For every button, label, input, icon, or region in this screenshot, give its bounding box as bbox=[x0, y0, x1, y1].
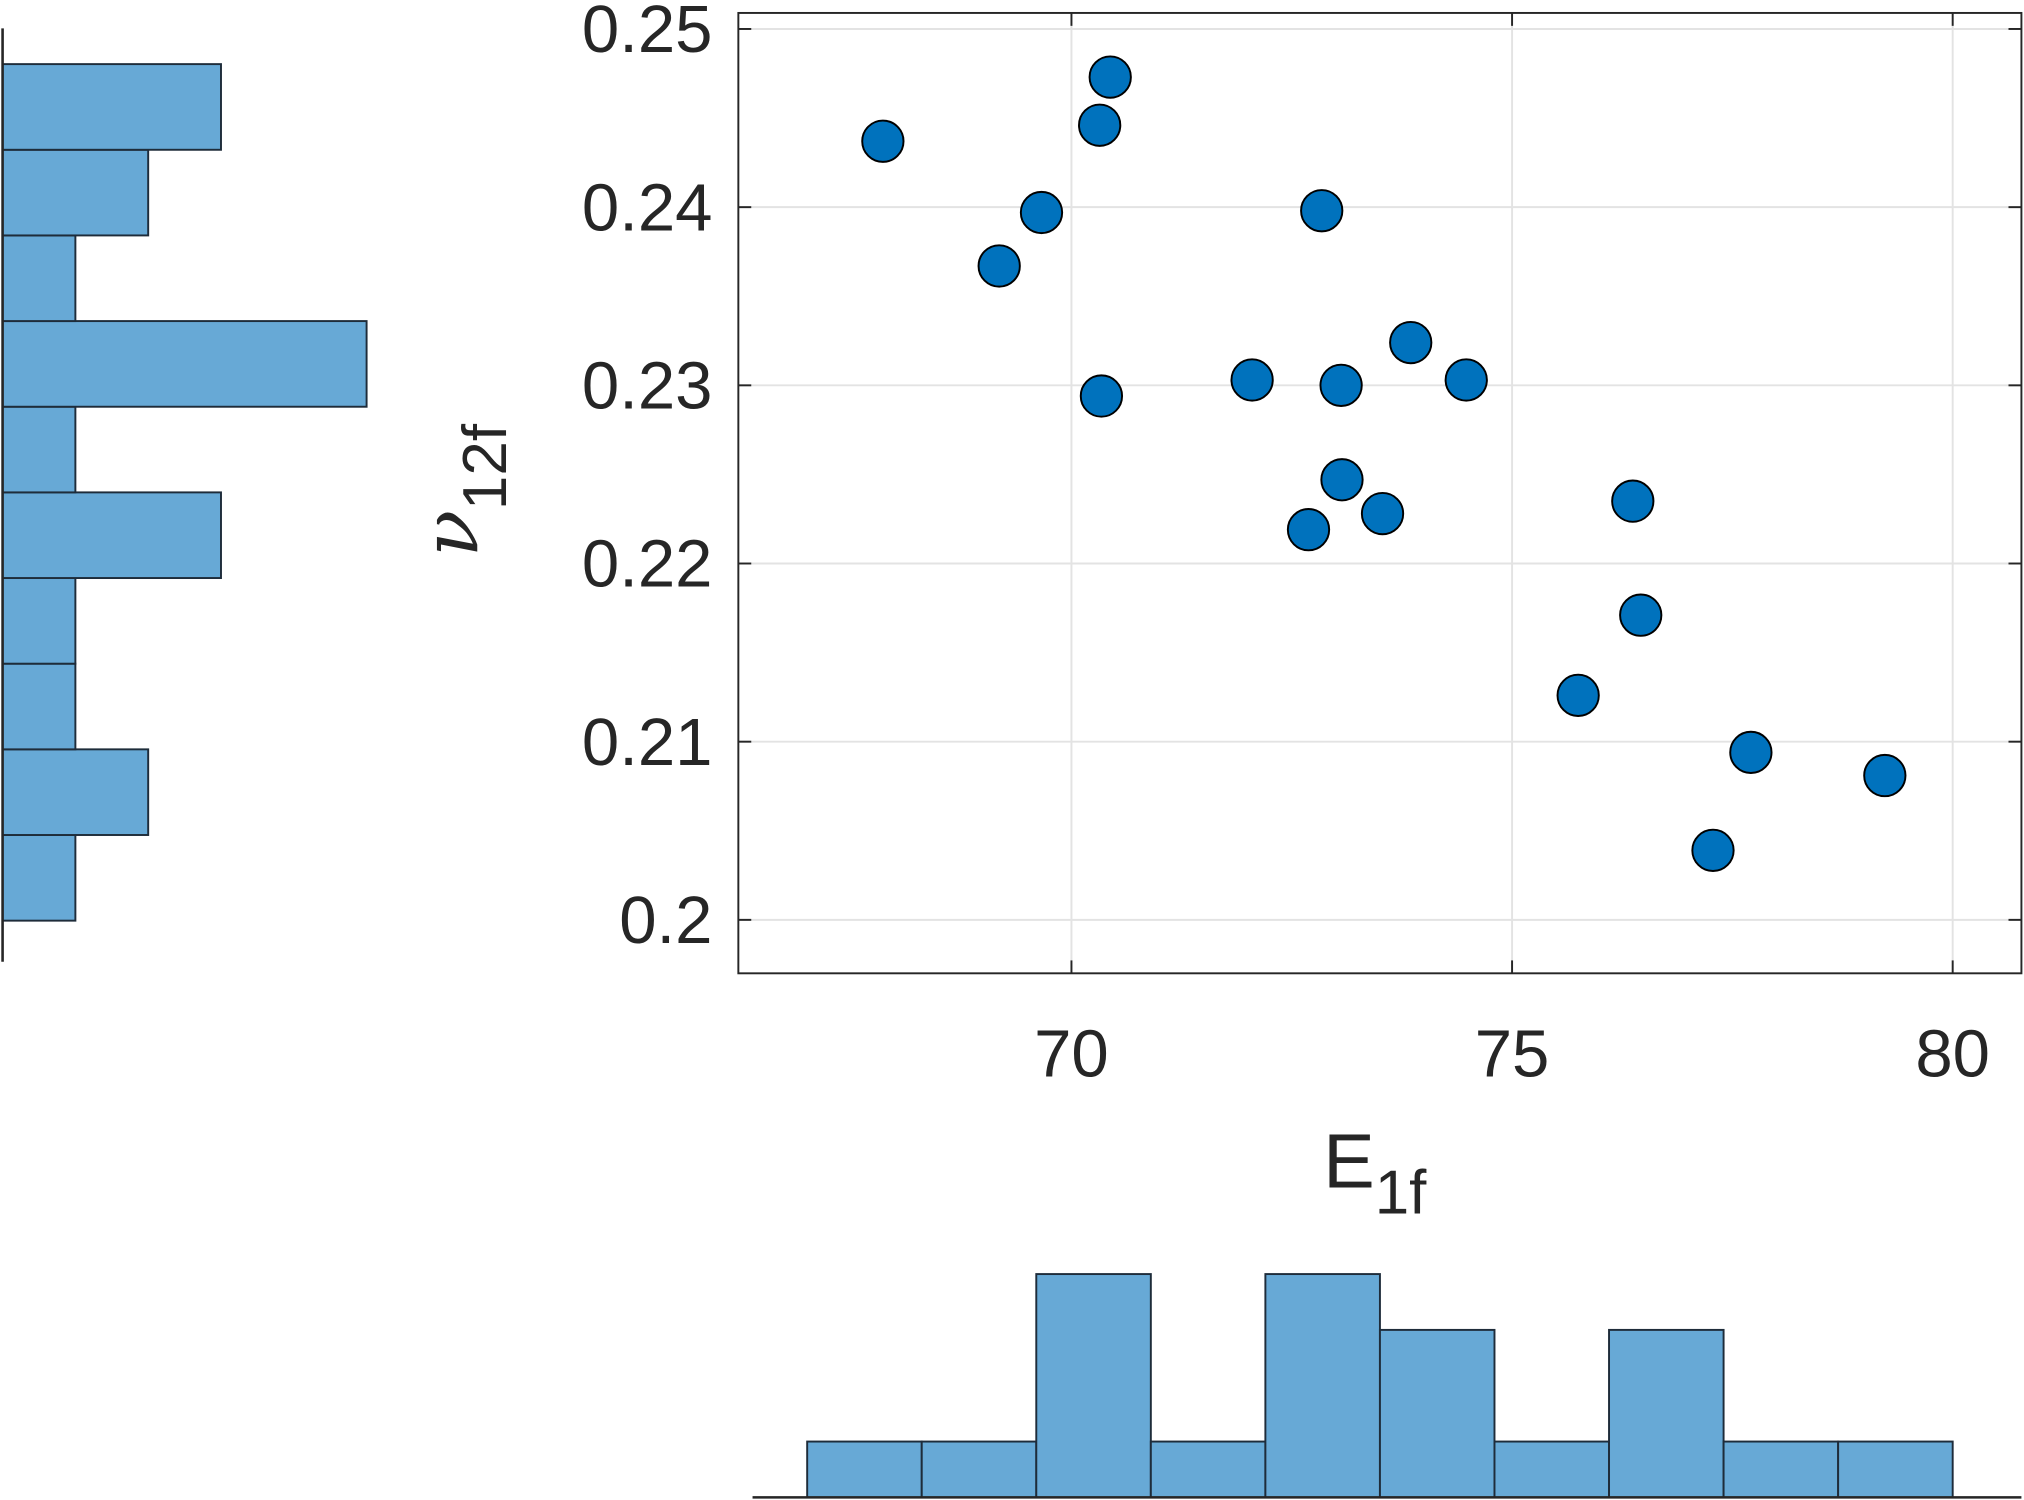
point bbox=[861, 119, 905, 163]
y-label-subscript: 12f bbox=[451, 423, 520, 510]
x-tick-label: 80 bbox=[1915, 1017, 1990, 1092]
y-tick-label: 0.23 bbox=[582, 349, 713, 424]
histogram-bar bbox=[1, 748, 150, 836]
point bbox=[1320, 458, 1364, 502]
histogram-bar bbox=[1837, 1440, 1954, 1499]
histogram-bar bbox=[1, 577, 77, 665]
point bbox=[1088, 55, 1132, 99]
histogram-bar bbox=[1722, 1440, 1840, 1499]
histogram-bar bbox=[920, 1440, 1038, 1499]
x-tick-label: 75 bbox=[1475, 1017, 1550, 1092]
y-tick-label: 0.21 bbox=[582, 705, 713, 780]
point bbox=[1300, 189, 1344, 233]
point bbox=[1078, 103, 1122, 147]
histogram-bar bbox=[1, 405, 77, 494]
point bbox=[1611, 479, 1655, 523]
histogram-bar bbox=[1, 320, 368, 408]
histogram-bar bbox=[1, 491, 222, 580]
histogram-bar bbox=[1, 63, 222, 151]
x-label-main: E bbox=[1323, 1119, 1375, 1205]
x-axis-label: E1f bbox=[1323, 1119, 1427, 1228]
y-tick-label: 0.22 bbox=[582, 527, 713, 602]
point bbox=[1286, 508, 1331, 552]
point bbox=[1729, 730, 1773, 774]
histogram-bar bbox=[1149, 1440, 1267, 1499]
plot-frame bbox=[737, 11, 2023, 975]
y-axis-label: ν12f bbox=[407, 423, 520, 557]
point bbox=[1079, 374, 1124, 418]
histogram-bar bbox=[1608, 1328, 1725, 1499]
point bbox=[1444, 358, 1488, 402]
point bbox=[1619, 593, 1663, 637]
point bbox=[1230, 358, 1274, 402]
histogram-bar bbox=[1, 662, 77, 751]
histogram-bar bbox=[1035, 1273, 1152, 1499]
point bbox=[1319, 363, 1363, 407]
x-label-subscript: 1f bbox=[1375, 1158, 1427, 1227]
y-label-main: ν bbox=[407, 510, 497, 557]
point bbox=[977, 244, 1021, 288]
x-tick-label: 70 bbox=[1034, 1017, 1109, 1092]
histogram-bar bbox=[1378, 1328, 1496, 1499]
point bbox=[1863, 753, 1907, 798]
point bbox=[1019, 190, 1064, 235]
point bbox=[1389, 320, 1433, 365]
point bbox=[1691, 828, 1735, 872]
histogram-bar bbox=[806, 1440, 923, 1499]
y-tick-label: 0.25 bbox=[582, 0, 713, 67]
histogram-bar bbox=[1264, 1273, 1381, 1499]
y-tick-label: 0.24 bbox=[582, 170, 713, 245]
histogram-bar bbox=[1, 834, 77, 922]
histogram-bar bbox=[1, 148, 150, 237]
point bbox=[1360, 491, 1405, 536]
y-tick-label: 0.2 bbox=[619, 883, 712, 958]
point bbox=[1556, 673, 1600, 717]
histogram-bar bbox=[1, 234, 77, 323]
histogram-bar bbox=[1493, 1440, 1611, 1499]
